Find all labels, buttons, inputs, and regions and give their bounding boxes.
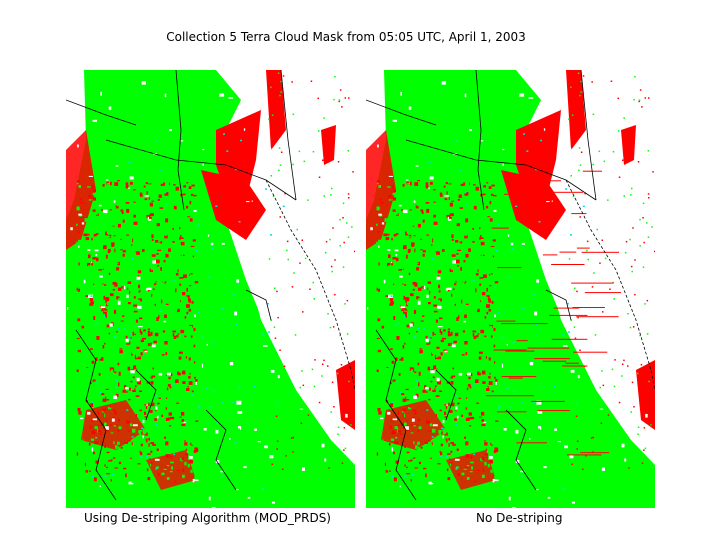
cloud-mask-map-no-destriping [366,70,655,508]
caption-destriped: Using De-striping Algorithm (MOD_PRDS) [84,511,331,525]
cloud-mask-map-destriped [66,70,355,508]
cloud-mask-image-no-destriping [366,70,655,508]
cloud-mask-image-destriped [66,70,355,508]
figure-title: Collection 5 Terra Cloud Mask from 05:05… [166,30,526,44]
caption-no-destriping: No De-striping [476,511,563,525]
